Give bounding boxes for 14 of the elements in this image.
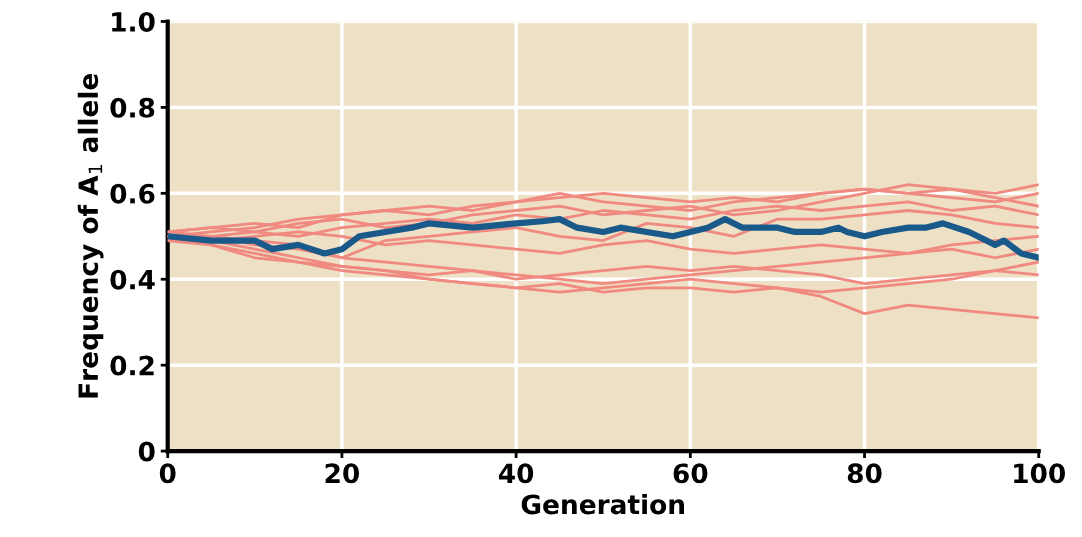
y-tick-label: 0.6 [110, 183, 155, 204]
x-tick-label: 0 [159, 463, 176, 484]
y-tick-label: 0.2 [110, 355, 154, 376]
x-tick-label: 60 [673, 463, 708, 484]
x-axis-title: Generation [521, 493, 684, 515]
y-tick-label: 0.8 [110, 97, 155, 118]
x-tick-label: 80 [847, 463, 882, 484]
y-axis-title: Frequency of A$_{1}$ allele [77, 73, 104, 398]
x-tick-label: 20 [325, 463, 360, 484]
y-tick-label: 0.4 [110, 269, 155, 290]
y-tick-label: 0 [138, 441, 155, 462]
y-tick-label: 1.0 [112, 11, 155, 32]
x-tick-label: 100 [1014, 463, 1065, 484]
x-tick-label: 40 [498, 463, 534, 484]
